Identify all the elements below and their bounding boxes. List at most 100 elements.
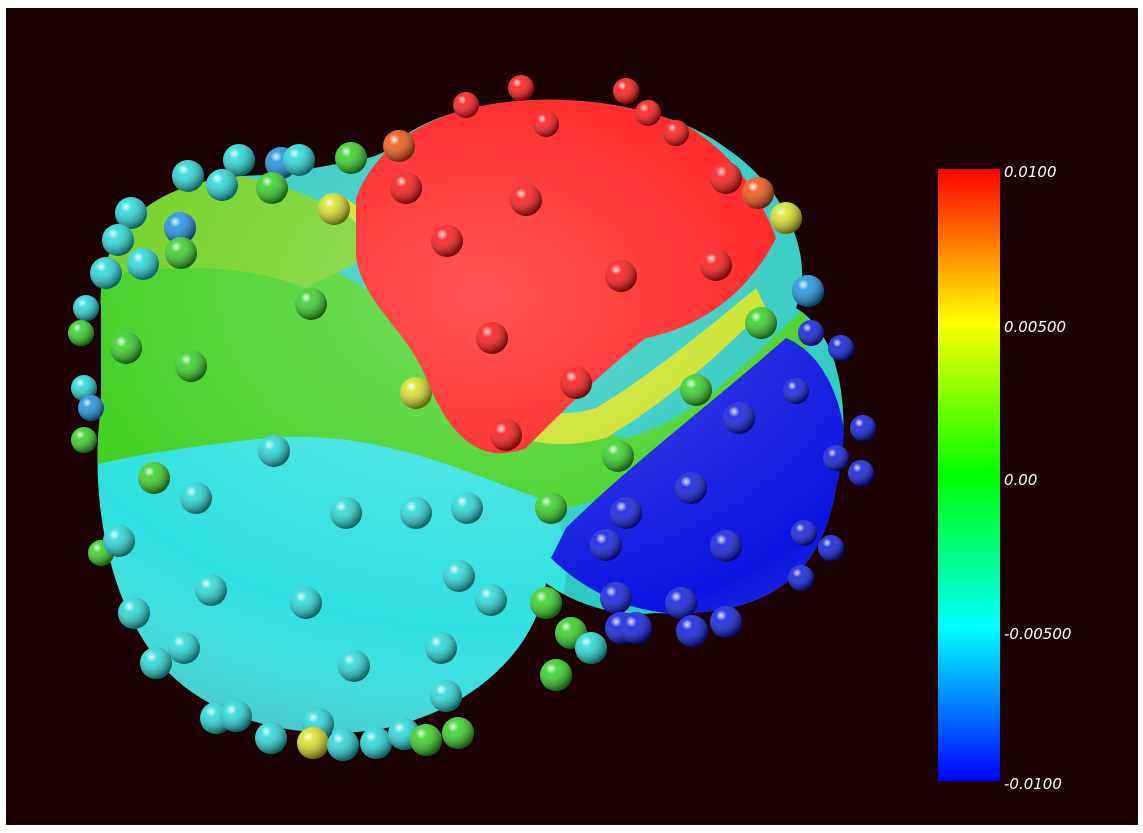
sphere-marker-shading <box>828 335 854 361</box>
scale-tick-label: -0.0100 <box>1004 775 1062 793</box>
sphere-marker-shading <box>530 587 562 619</box>
sphere-marker-shading <box>90 257 122 289</box>
sphere-marker-shading <box>283 144 315 176</box>
scale-tick-label: 0.0100 <box>1004 163 1057 181</box>
scale-tick-label: -0.00500 <box>1004 625 1072 643</box>
sphere-marker-shading <box>533 111 559 137</box>
sphere-marker-shading <box>850 415 876 441</box>
sphere-marker-shading <box>338 650 370 682</box>
sphere-marker-shading <box>490 419 522 451</box>
sphere-marker-shading <box>723 402 755 434</box>
sphere-marker-shading <box>127 248 159 280</box>
sphere-marker-shading <box>318 193 350 225</box>
sphere-marker-shading <box>115 197 147 229</box>
sphere-marker-shading <box>295 288 327 320</box>
sphere-marker-shading <box>770 202 802 234</box>
sphere-marker-shading <box>792 275 824 307</box>
sphere-marker-shading <box>848 460 874 486</box>
sphere-marker-shading <box>390 172 422 204</box>
sphere-marker-shading <box>172 160 204 192</box>
sphere-marker-shading <box>71 375 97 401</box>
sphere-marker-shading <box>335 142 367 174</box>
sphere-marker-shading <box>675 472 707 504</box>
sphere-marker-shading <box>330 497 362 529</box>
sphere-marker-shading <box>676 615 708 647</box>
sphere-marker-shading <box>400 377 432 409</box>
sphere-marker-shading <box>180 482 212 514</box>
sphere-marker-shading <box>605 260 637 292</box>
sphere-marker-shading <box>665 587 697 619</box>
sphere-marker-shading <box>600 582 632 614</box>
sphere-marker-shading <box>78 395 104 421</box>
sphere-marker-shading <box>110 332 142 364</box>
sphere-marker-shading <box>431 225 463 257</box>
sphere-marker-shading <box>823 445 849 471</box>
sphere-marker-shading <box>175 350 207 382</box>
sphere-marker-shading <box>590 529 622 561</box>
sphere-marker-shading <box>613 78 639 104</box>
sphere-marker-shading <box>327 729 359 761</box>
sphere-marker-shading <box>453 92 479 118</box>
sphere-marker-shading <box>165 237 197 269</box>
sphere-marker-shading <box>575 632 607 664</box>
sphere-marker-shading <box>710 530 742 562</box>
sphere-marker-shading <box>508 75 534 101</box>
sphere-marker-shading <box>700 249 732 281</box>
sphere-marker-shading <box>297 727 329 759</box>
sphere-marker-shading <box>71 427 97 453</box>
sphere-marker-shading <box>818 535 844 561</box>
sphere-marker-shading <box>258 435 290 467</box>
render-viewport[interactable]: 0.0100 0.00500 0.00 -0.00500 -0.0100 <box>6 8 1138 825</box>
sphere-marker-shading <box>610 497 642 529</box>
sphere-marker-shading <box>168 632 200 664</box>
sphere-marker-shading <box>442 717 474 749</box>
sphere-marker-shading <box>102 224 134 256</box>
surface-scene <box>68 75 876 761</box>
sphere-marker-shading <box>798 320 824 346</box>
sphere-marker-shading <box>680 374 712 406</box>
sphere-marker-shading <box>476 322 508 354</box>
sphere-marker-shading <box>68 320 94 346</box>
sphere-marker-shading <box>140 647 172 679</box>
sphere-marker-shading <box>256 172 288 204</box>
sphere-marker-shading <box>540 659 572 691</box>
sphere-marker-shading <box>620 612 652 644</box>
sphere-marker-shading <box>223 144 255 176</box>
sphere-markers <box>68 75 876 761</box>
sphere-marker-shading <box>742 177 774 209</box>
sphere-marker-shading <box>410 724 442 756</box>
sphere-marker-shading <box>602 440 634 472</box>
sphere-marker-shading <box>451 492 483 524</box>
sphere-marker-shading <box>360 727 392 759</box>
sphere-marker-shading <box>635 100 661 126</box>
sphere-marker-shading <box>383 130 415 162</box>
sphere-marker-shading <box>425 632 457 664</box>
sphere-marker-shading <box>443 560 475 592</box>
sphere-marker-shading <box>118 597 150 629</box>
sphere-marker-shading <box>791 520 817 546</box>
sphere-marker-shading <box>164 212 196 244</box>
sphere-marker-shading <box>206 169 238 201</box>
sphere-marker-shading <box>400 497 432 529</box>
sphere-marker-shading <box>103 525 135 557</box>
sphere-marker-shading <box>290 587 322 619</box>
sphere-marker-shading <box>783 378 809 404</box>
sphere-marker-shading <box>255 722 287 754</box>
sphere-marker-shading <box>710 162 742 194</box>
sphere-marker-shading <box>788 565 814 591</box>
sphere-marker-shading <box>745 307 777 339</box>
scale-tick-label: 0.00 <box>1004 471 1038 489</box>
sphere-marker-shading <box>430 680 462 712</box>
scale-tick-label: 0.00500 <box>1004 318 1067 336</box>
color-scale-bar <box>938 169 1000 781</box>
sphere-marker-shading <box>710 606 742 638</box>
sphere-marker-shading <box>510 184 542 216</box>
sphere-marker-shading <box>138 462 170 494</box>
sphere-marker-shading <box>195 574 227 606</box>
sphere-marker-shading <box>560 367 592 399</box>
sphere-marker-shading <box>220 700 252 732</box>
sphere-marker-shading <box>535 492 567 524</box>
sphere-marker-shading <box>663 120 689 146</box>
sphere-marker-shading <box>73 295 99 321</box>
sphere-marker-shading <box>475 584 507 616</box>
